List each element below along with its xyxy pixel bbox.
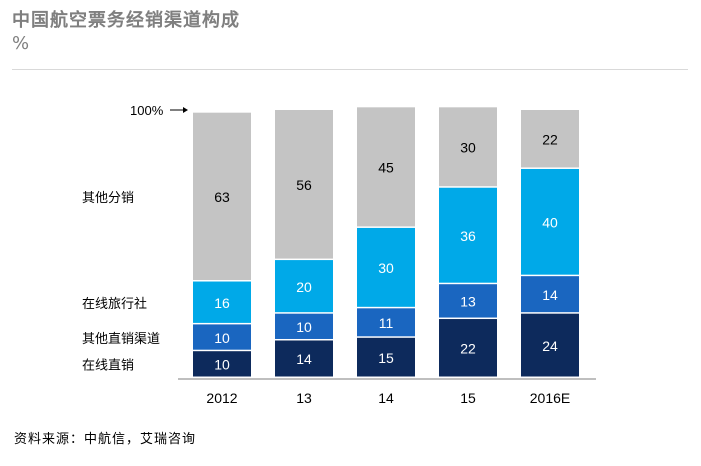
bar-segment: [357, 227, 415, 307]
legend-label: 其他分销: [82, 191, 134, 206]
data-label: 14: [296, 351, 312, 367]
data-label: 11: [379, 315, 394, 331]
bar-segment: [439, 107, 497, 187]
data-label: 10: [296, 319, 312, 335]
data-label: 16: [214, 295, 230, 311]
data-label: 22: [460, 341, 476, 357]
data-label: 63: [214, 189, 230, 205]
data-label: 30: [460, 140, 476, 156]
data-label: 22: [542, 131, 558, 147]
bar-segment: [439, 319, 497, 377]
data-label: 56: [296, 177, 312, 193]
title-divider: [12, 69, 688, 70]
bar-segment: [521, 313, 579, 377]
data-label: 45: [378, 160, 394, 176]
unit-label: %: [12, 33, 30, 54]
data-label: 13: [460, 294, 476, 310]
bar-segment: [357, 337, 415, 377]
data-label: 30: [378, 260, 394, 276]
bar-segment: [193, 112, 251, 281]
legend-label: 在线直销: [82, 359, 134, 374]
bar-segment: [357, 308, 415, 337]
source-note: 资料来源：中航信，艾瑞咨询: [14, 432, 197, 447]
total-label: 100%: [130, 103, 164, 118]
bar-segment: [193, 281, 251, 323]
bar-segment: [357, 107, 415, 227]
bar-segment: [275, 110, 333, 259]
legend-label: 在线旅行社: [82, 296, 147, 312]
x-tick-label: 13: [296, 390, 312, 406]
bar-segment: [521, 110, 579, 168]
bar-segment: [275, 340, 333, 377]
data-label: 20: [296, 279, 312, 295]
x-tick-label: 15: [460, 390, 476, 406]
x-tick-label: 2012: [206, 390, 237, 406]
bar-segment: [521, 276, 579, 313]
bar-segment: [193, 351, 251, 377]
data-label: 24: [542, 338, 558, 354]
total-arrow-head: [183, 107, 188, 113]
bar-segment: [439, 284, 497, 318]
bar-segment: [193, 324, 251, 350]
x-tick-label: 14: [378, 390, 394, 406]
data-label: 10: [214, 330, 230, 346]
data-label: 10: [214, 357, 230, 373]
data-label: 15: [378, 350, 394, 366]
bar-segment: [439, 187, 497, 283]
data-label: 14: [542, 287, 558, 303]
bar-segment: [275, 260, 333, 313]
data-label: 40: [542, 215, 558, 231]
bar-segment: [275, 313, 333, 339]
legend-label: 其他直销渠道: [82, 332, 160, 347]
bar-segment: [521, 168, 579, 275]
data-label: 36: [460, 228, 476, 244]
chart-title: 中国航空票务经销渠道构成: [12, 10, 240, 31]
x-tick-label: 2016E: [530, 390, 570, 406]
